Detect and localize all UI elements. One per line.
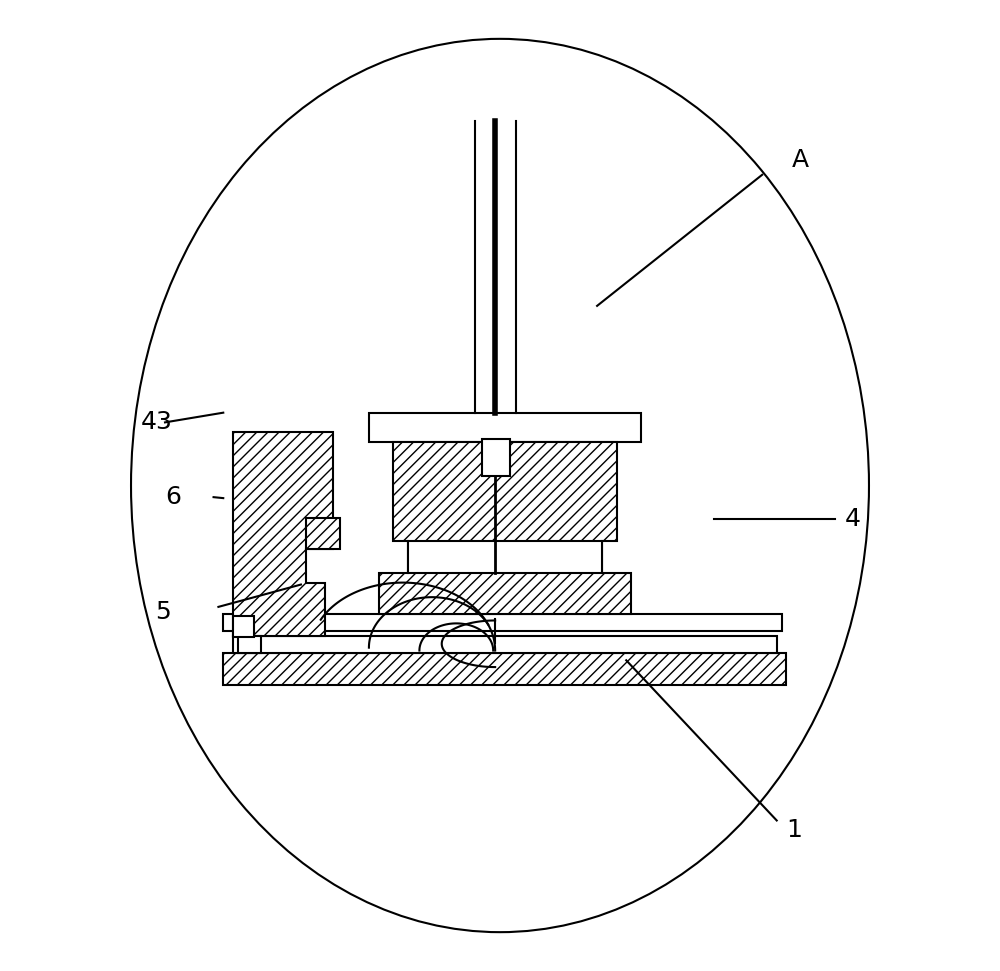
Bar xyxy=(306,518,340,549)
Bar xyxy=(369,413,641,442)
Text: 5: 5 xyxy=(155,600,171,623)
Bar xyxy=(233,636,777,653)
Bar xyxy=(408,541,602,573)
Text: 6: 6 xyxy=(165,486,181,509)
Bar xyxy=(223,653,786,685)
Text: 4: 4 xyxy=(845,508,861,531)
Bar xyxy=(238,636,261,653)
Text: A: A xyxy=(791,149,808,172)
Text: 1: 1 xyxy=(786,819,802,842)
Bar xyxy=(223,614,782,631)
Bar xyxy=(482,439,510,476)
Polygon shape xyxy=(233,432,333,636)
Polygon shape xyxy=(379,442,631,614)
Bar xyxy=(233,616,254,637)
Text: 43: 43 xyxy=(141,411,173,434)
